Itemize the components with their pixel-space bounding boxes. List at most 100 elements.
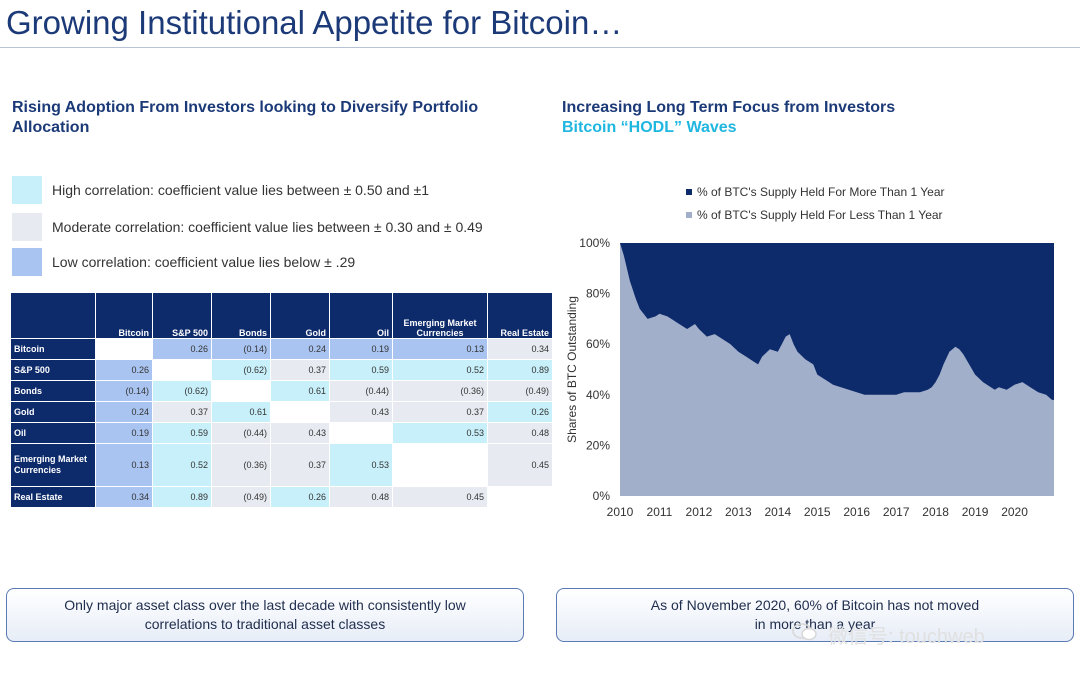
table-cell: 0.19 — [329, 338, 393, 360]
table-cell — [152, 359, 212, 381]
table-row: Gold 0.24 0.37 0.61 0.43 0.37 0.26 — [10, 401, 553, 423]
x-tick-label: 2019 — [962, 505, 989, 519]
x-tick-label: 2016 — [843, 505, 870, 519]
column-header: Bonds — [211, 292, 271, 339]
column-header: Emerging Market Currencies — [392, 292, 488, 339]
wechat-icon — [792, 623, 817, 641]
right-heading-line1: Increasing Long Term Focus from Investor… — [562, 99, 896, 116]
table-cell: 0.24 — [270, 338, 330, 360]
hodl-waves-chart: % of BTC's Supply Held For More Than 1 Y… — [565, 185, 1054, 519]
column-header: Bitcoin — [95, 292, 153, 339]
y-tick-label: 40% — [586, 388, 610, 402]
table-cell — [487, 486, 553, 508]
table-cell: 0.52 — [152, 443, 212, 487]
table-cell: 0.37 — [392, 401, 488, 423]
table-cell: 0.48 — [487, 422, 553, 444]
legend-swatch — [686, 212, 692, 218]
table-cell: 0.59 — [329, 359, 393, 381]
column-header: Real Estate — [487, 292, 553, 339]
column-header: S&P 500 — [152, 292, 212, 339]
x-tick-label: 2020 — [1001, 505, 1028, 519]
table-row: Emerging Market Currencies 0.13 0.52 (0.36)… — [10, 443, 553, 487]
right-callout-text: As of November 2020, 60% of Bitcoin has … — [650, 597, 980, 632]
table-cell: 0.45 — [487, 443, 553, 487]
x-tick-label: 2015 — [804, 505, 831, 519]
x-tick-label: 2010 — [607, 505, 634, 519]
table-cell: 0.53 — [329, 443, 393, 487]
y-tick-label: 80% — [586, 287, 610, 301]
table-cell — [211, 380, 271, 402]
legend-key-low — [12, 248, 42, 276]
table-cell: 0.43 — [329, 401, 393, 423]
table-cell: 0.61 — [211, 401, 271, 423]
table-cell: 0.13 — [95, 443, 153, 487]
table-cell: (0.36) — [211, 443, 271, 487]
y-tick-label: 60% — [586, 337, 610, 351]
table-cell: 0.61 — [270, 380, 330, 402]
x-tick-label: 2011 — [647, 505, 673, 519]
table-cell: (0.49) — [211, 486, 271, 508]
legend-text-moderate: Moderate correlation: coefficient value … — [52, 219, 483, 235]
table-cell: (0.14) — [95, 380, 153, 402]
title-divider — [0, 47, 1080, 48]
table-cell: (0.62) — [211, 359, 271, 381]
x-tick-label: 2017 — [883, 505, 910, 519]
row-header: Emerging Market Currencies — [10, 443, 96, 487]
table-cell: 0.26 — [95, 359, 153, 381]
table-cell — [95, 338, 153, 360]
table-cell: 0.13 — [392, 338, 488, 360]
y-tick-label: 0% — [593, 489, 611, 503]
legend-label: % of BTC's Supply Held For Less Than 1 Y… — [697, 208, 943, 222]
table-cell: (0.44) — [211, 422, 271, 444]
x-tick-label: 2014 — [764, 505, 791, 519]
table-cell: 0.37 — [270, 359, 330, 381]
row-header: S&P 500 — [10, 359, 96, 381]
left-callout-box: Only major asset class over the last dec… — [6, 588, 524, 642]
column-header: Gold — [270, 292, 330, 339]
table-cell: 0.26 — [270, 486, 330, 508]
y-tick-label: 100% — [579, 236, 610, 250]
correlation-table: Bitcoin S&P 500 Bonds Gold Oil Emerging Marke… — [10, 292, 553, 508]
x-tick-label: 2018 — [922, 505, 949, 519]
table-cell: (0.36) — [392, 380, 488, 402]
table-cell: (0.62) — [152, 380, 212, 402]
table-cell — [270, 401, 330, 423]
table-cell: 0.43 — [270, 422, 330, 444]
left-heading: Rising Adoption From Investors looking t… — [12, 99, 479, 136]
row-header: Real Estate — [10, 486, 96, 508]
table-cell: 0.52 — [392, 359, 488, 381]
table-cell: 0.26 — [152, 338, 212, 360]
table-cell: 0.34 — [487, 338, 553, 360]
table-cell: 0.45 — [392, 486, 488, 508]
row-header: Oil — [10, 422, 96, 444]
right-heading: Increasing Long Term Focus from Investor… — [562, 98, 1062, 138]
watermark-text: 微信号: touchweb — [828, 626, 985, 648]
table-cell: 0.24 — [95, 401, 153, 423]
table-cell: (0.44) — [329, 380, 393, 402]
row-header: Bonds — [10, 380, 96, 402]
table-cell: (0.14) — [211, 338, 271, 360]
legend-text-high: High correlation: coefficient value lies… — [52, 182, 430, 198]
table-row: Bitcoin 0.26 (0.14) 0.24 0.19 0.13 0.34 — [10, 338, 553, 360]
table-cell: 0.37 — [152, 401, 212, 423]
table-cell: 0.89 — [487, 359, 553, 381]
area-less-than-1y — [620, 243, 1054, 496]
row-header: Gold — [10, 401, 96, 423]
left-callout-text: Only major asset class over the last dec… — [64, 597, 466, 632]
x-tick-label: 2013 — [725, 505, 752, 519]
table-cell: 0.89 — [152, 486, 212, 508]
table-cell: 0.53 — [392, 422, 488, 444]
table-cell: (0.49) — [487, 380, 553, 402]
page-title: Growing Institutional Appetite for Bitco… — [6, 4, 623, 41]
y-tick-label: 20% — [586, 438, 610, 452]
table-row: Bonds (0.14) (0.62) 0.61 (0.44) (0.36) (0.49) — [10, 380, 553, 402]
legend-text-low: Low correlation: coefficient value lies … — [52, 254, 356, 270]
table-cell: 0.37 — [270, 443, 330, 487]
table-cell: 0.48 — [329, 486, 393, 508]
x-tick-label: 2012 — [686, 505, 713, 519]
table-cell — [392, 443, 488, 487]
row-header: Bitcoin — [10, 338, 96, 360]
legend-swatch — [686, 189, 692, 195]
table-row: Oil 0.19 0.59 (0.44) 0.43 0.53 0.48 — [10, 422, 553, 444]
table-row: Real Estate 0.34 0.89 (0.49) 0.26 0.48 0.45 — [10, 486, 553, 508]
